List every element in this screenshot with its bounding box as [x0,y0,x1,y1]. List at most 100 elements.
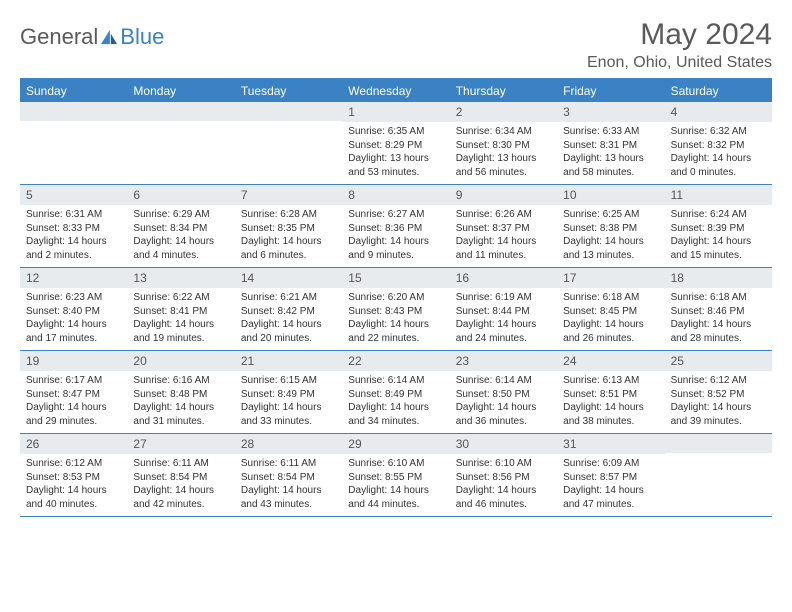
day-body: Sunrise: 6:27 AMSunset: 8:36 PMDaylight:… [342,205,449,267]
day-number: 10 [557,185,664,205]
sunrise-text: Sunrise: 6:20 AM [348,291,443,305]
daylight-text: Daylight: 14 hours and 47 minutes. [563,484,658,511]
day-number: 13 [127,268,234,288]
day-body: Sunrise: 6:17 AMSunset: 8:47 PMDaylight:… [20,371,127,433]
sunrise-text: Sunrise: 6:12 AM [26,457,121,471]
day-body: Sunrise: 6:22 AMSunset: 8:41 PMDaylight:… [127,288,234,350]
day-body: Sunrise: 6:11 AMSunset: 8:54 PMDaylight:… [235,454,342,516]
weekday-cell: Wednesday [342,80,449,102]
sunrise-text: Sunrise: 6:21 AM [241,291,336,305]
day-number: 26 [20,434,127,454]
day-number [20,102,127,121]
day-number: 23 [450,351,557,371]
weekday-cell: Tuesday [235,80,342,102]
day-number: 30 [450,434,557,454]
sunset-text: Sunset: 8:48 PM [133,388,228,402]
sunset-text: Sunset: 8:34 PM [133,222,228,236]
day-body: Sunrise: 6:28 AMSunset: 8:35 PMDaylight:… [235,205,342,267]
daylight-text: Daylight: 14 hours and 28 minutes. [671,318,766,345]
sunrise-text: Sunrise: 6:12 AM [671,374,766,388]
day-cell: 2Sunrise: 6:34 AMSunset: 8:30 PMDaylight… [450,102,557,184]
sunrise-text: Sunrise: 6:18 AM [563,291,658,305]
day-number: 17 [557,268,664,288]
day-number: 18 [665,268,772,288]
day-cell: 8Sunrise: 6:27 AMSunset: 8:36 PMDaylight… [342,185,449,267]
daylight-text: Daylight: 14 hours and 20 minutes. [241,318,336,345]
day-number: 19 [20,351,127,371]
day-number: 4 [665,102,772,122]
sunset-text: Sunset: 8:51 PM [563,388,658,402]
sunset-text: Sunset: 8:39 PM [671,222,766,236]
sunset-text: Sunset: 8:54 PM [241,471,336,485]
day-cell: 29Sunrise: 6:10 AMSunset: 8:55 PMDayligh… [342,434,449,516]
daylight-text: Daylight: 14 hours and 22 minutes. [348,318,443,345]
day-number [235,102,342,121]
sunset-text: Sunset: 8:47 PM [26,388,121,402]
weekday-cell: Thursday [450,80,557,102]
day-cell: 11Sunrise: 6:24 AMSunset: 8:39 PMDayligh… [665,185,772,267]
day-cell: 15 Sunrise: 6:20 AMSunset: 8:43 PMDayligh… [342,268,449,350]
sunrise-text: Sunrise: 6:09 AM [563,457,658,471]
sunset-text: Sunset: 8:46 PM [671,305,766,319]
location: Enon, Ohio, United States [587,54,772,72]
logo: General Blue [20,18,164,50]
day-body: Sunrise: 6:14 AMSunset: 8:50 PMDaylight:… [450,371,557,433]
day-cell: 1Sunrise: 6:35 AMSunset: 8:29 PMDaylight… [342,102,449,184]
sunset-text: Sunset: 8:36 PM [348,222,443,236]
sunset-text: Sunset: 8:52 PM [671,388,766,402]
day-body: Sunrise: 6:18 AMSunset: 8:46 PMDaylight:… [665,288,772,350]
sunset-text: Sunset: 8:31 PM [563,139,658,153]
day-number [665,434,772,453]
day-cell: 4Sunrise: 6:32 AMSunset: 8:32 PMDaylight… [665,102,772,184]
day-cell: 24Sunrise: 6:13 AMSunset: 8:51 PMDayligh… [557,351,664,433]
day-cell: 31Sunrise: 6:09 AMSunset: 8:57 PMDayligh… [557,434,664,516]
day-number: 11 [665,185,772,205]
sunrise-text: Sunrise: 6:14 AM [456,374,551,388]
day-body: Sunrise: 6:15 AMSunset: 8:49 PMDaylight:… [235,371,342,433]
day-body: Sunrise: 6:11 AMSunset: 8:54 PMDaylight:… [127,454,234,516]
day-cell: 5Sunrise: 6:31 AMSunset: 8:33 PMDaylight… [20,185,127,267]
day-body: Sunrise: 6:33 AMSunset: 8:31 PMDaylight:… [557,122,664,184]
day-cell [20,102,127,184]
daylight-text: Daylight: 14 hours and 38 minutes. [563,401,658,428]
sunset-text: Sunset: 8:41 PM [133,305,228,319]
sunrise-text: Sunrise: 6:19 AM [456,291,551,305]
sunrise-text: Sunrise: 6:22 AM [133,291,228,305]
sunrise-text: Sunrise: 6:18 AM [671,291,766,305]
daylight-text: Daylight: 13 hours and 53 minutes. [348,152,443,179]
weekday-row: SundayMondayTuesdayWednesdayThursdayFrid… [20,80,772,102]
day-cell: 13Sunrise: 6:22 AMSunset: 8:41 PMDayligh… [127,268,234,350]
day-number: 28 [235,434,342,454]
week-row: 12Sunrise: 6:23 AMSunset: 8:40 PMDayligh… [20,268,772,351]
day-body: Sunrise: 6:31 AMSunset: 8:33 PMDaylight:… [20,205,127,267]
day-number: 8 [342,185,449,205]
sunset-text: Sunset: 8:49 PM [241,388,336,402]
day-cell [235,102,342,184]
day-cell: 26Sunrise: 6:12 AMSunset: 8:53 PMDayligh… [20,434,127,516]
day-number: 15 [342,268,449,288]
sail-icon [100,29,118,45]
day-number: 29 [342,434,449,454]
day-body: Sunrise: 6:10 AMSunset: 8:55 PMDaylight:… [342,454,449,516]
day-cell: 16Sunrise: 6:19 AMSunset: 8:44 PMDayligh… [450,268,557,350]
sunset-text: Sunset: 8:43 PM [348,305,443,319]
sunset-text: Sunset: 8:57 PM [563,471,658,485]
daylight-text: Daylight: 13 hours and 58 minutes. [563,152,658,179]
sunrise-text: Sunrise: 6:27 AM [348,208,443,222]
day-body: Sunrise: 6:10 AMSunset: 8:56 PMDaylight:… [450,454,557,516]
week-row: 1Sunrise: 6:35 AMSunset: 8:29 PMDaylight… [20,102,772,185]
day-body: Sunrise: 6:35 AMSunset: 8:29 PMDaylight:… [342,122,449,184]
week-row: 26Sunrise: 6:12 AMSunset: 8:53 PMDayligh… [20,434,772,517]
month-title: May 2024 [587,18,772,52]
sunrise-text: Sunrise: 6:31 AM [26,208,121,222]
day-body: Sunrise: 6:12 AMSunset: 8:52 PMDaylight:… [665,371,772,433]
daylight-text: Daylight: 14 hours and 42 minutes. [133,484,228,511]
sunrise-text: Sunrise: 6:29 AM [133,208,228,222]
day-number: 14 [235,268,342,288]
week-row: 5Sunrise: 6:31 AMSunset: 8:33 PMDaylight… [20,185,772,268]
sunrise-text: Sunrise: 6:33 AM [563,125,658,139]
day-cell: 12Sunrise: 6:23 AMSunset: 8:40 PMDayligh… [20,268,127,350]
header: General Blue May 2024 Enon, Ohio, United… [20,18,772,72]
sunrise-text: Sunrise: 6:26 AM [456,208,551,222]
logo-text-1: General [20,24,98,50]
